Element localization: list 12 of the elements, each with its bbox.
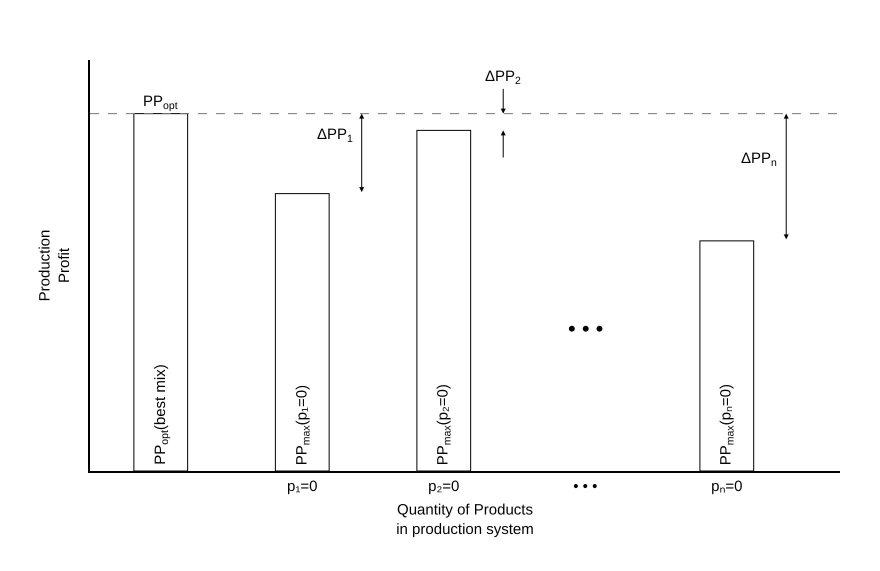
x-tick-label: • • • [573,478,598,495]
text: PP$_{opt}$ [143,93,178,112]
annotation: ΔPP$_{1}$ [317,126,354,146]
annotation: • • • [568,316,604,341]
annotation: ΔPP$_{n}$ [741,150,778,170]
text: ΔPP$_{2}$ [485,68,522,88]
x-axis-title: Quantity of Products in production system [396,502,534,538]
x-tick-label: pₙ=0 [711,478,743,495]
text: (best mix) [152,364,169,430]
x-tick-label: p₂=0 [428,478,460,495]
x-tick-label: p₁=0 [287,478,318,495]
y-axis-title: Production Profit [36,230,73,302]
